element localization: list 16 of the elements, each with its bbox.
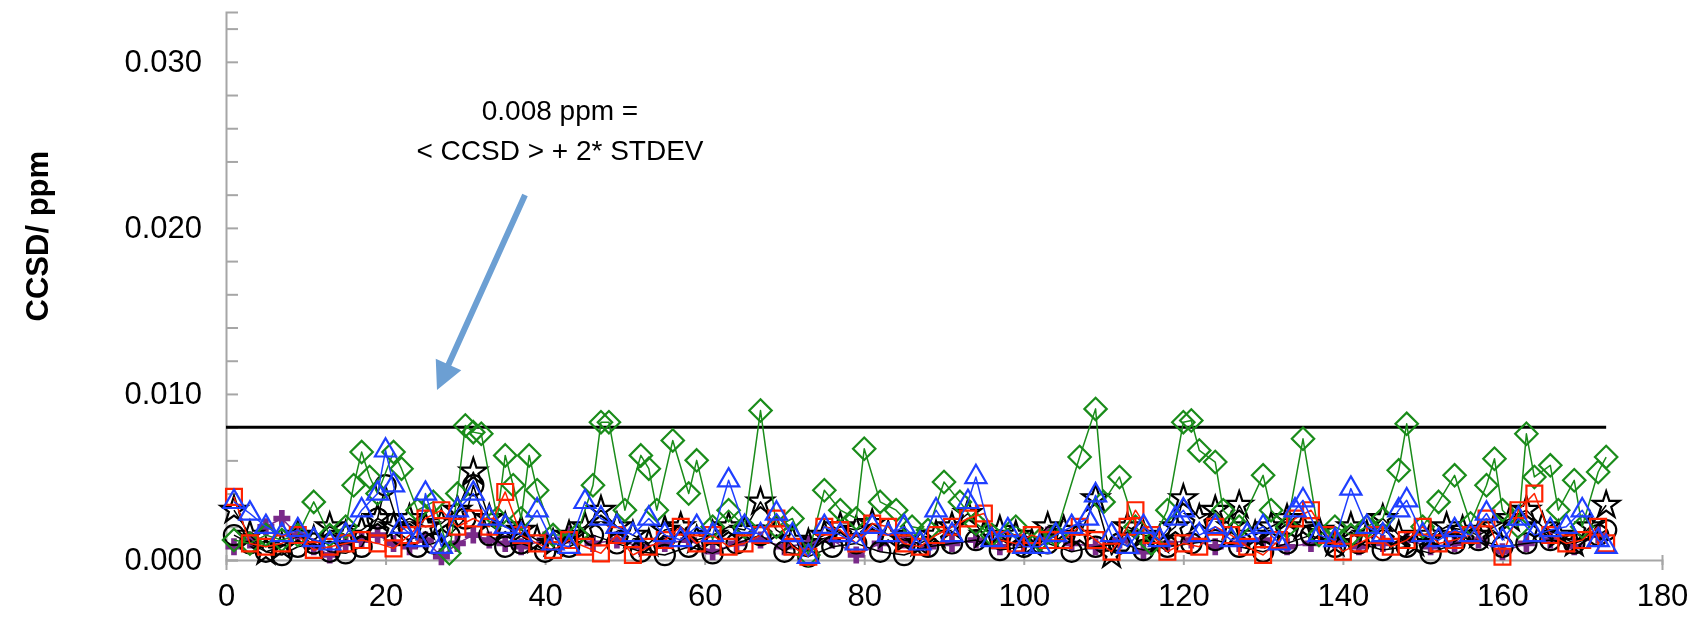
x-tick-label: 80 xyxy=(847,578,882,614)
x-tick-label: 120 xyxy=(1157,578,1210,614)
x-tick-label: 40 xyxy=(528,578,563,614)
x-tick-label: 160 xyxy=(1477,578,1529,614)
y-tick-label: 0.020 xyxy=(124,210,202,246)
y-axis-title: CCSD/ ppm xyxy=(20,150,55,322)
y-tick-label: 0.000 xyxy=(124,542,202,578)
x-tick-label: 0 xyxy=(217,578,236,614)
y-tick-label: 0.010 xyxy=(124,376,202,412)
x-tick-label: 100 xyxy=(998,578,1051,614)
y-tick-label: 0.030 xyxy=(124,44,202,80)
x-tick-label: 60 xyxy=(687,578,723,614)
x-tick-label: 180 xyxy=(1636,578,1689,614)
annotation: 0.008 ppm = < CCSD > + 2* STDEV xyxy=(416,95,704,166)
x-tick-label: 20 xyxy=(368,578,404,614)
x-tick-label: 140 xyxy=(1317,578,1370,614)
